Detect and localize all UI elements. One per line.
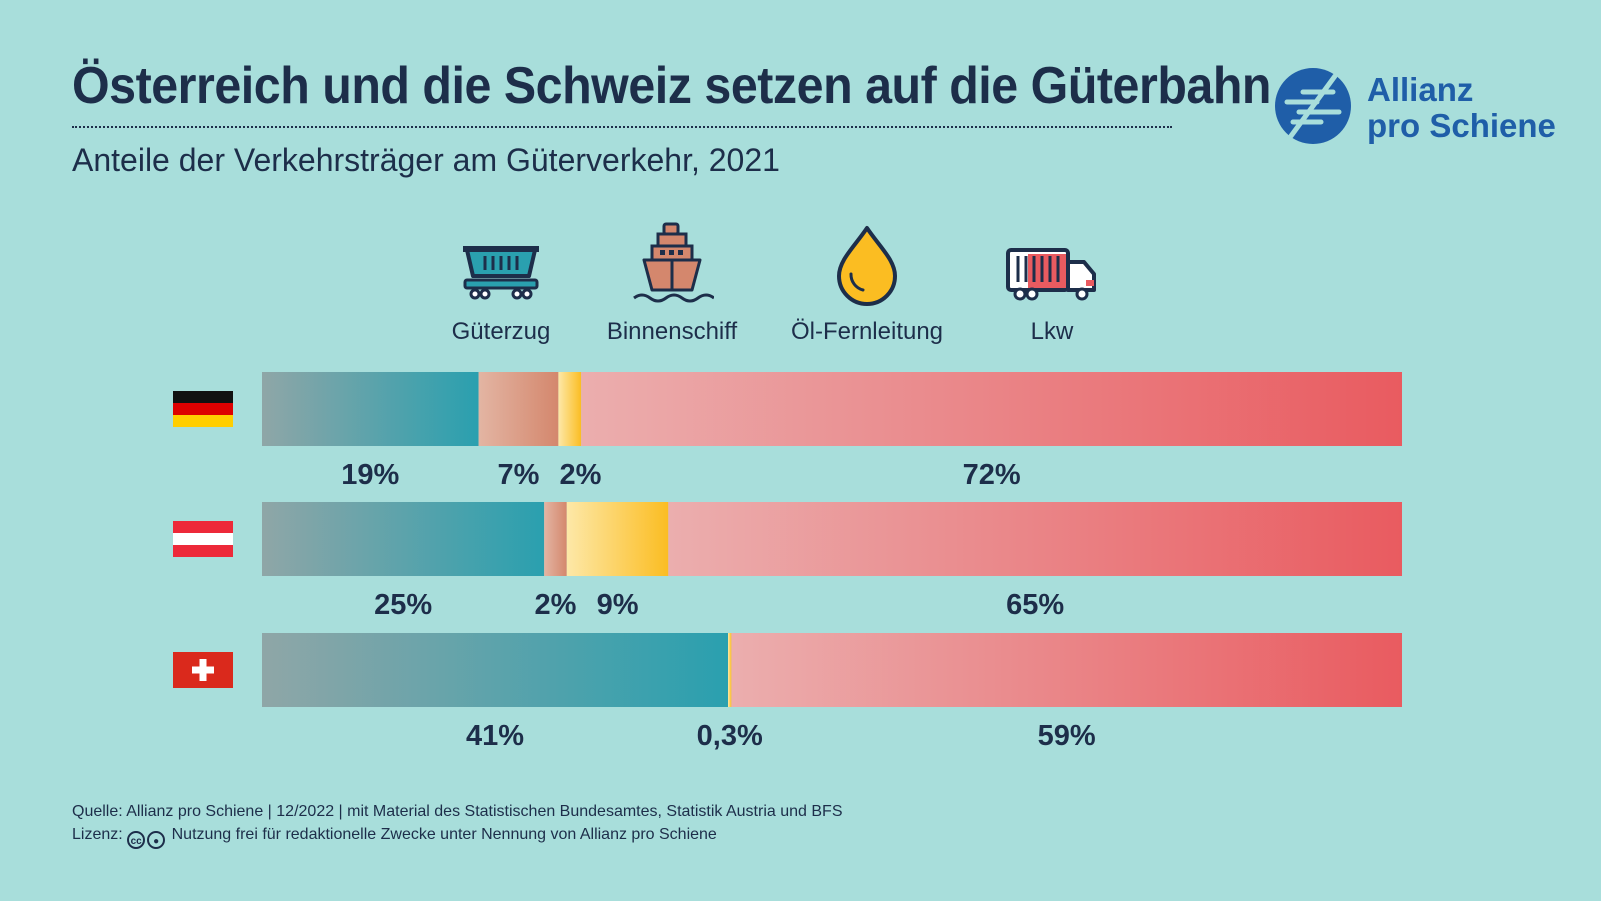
legend-item-binnenschiff: Binnenschiff: [587, 222, 757, 345]
bar-schweiz-lkw: [731, 633, 1402, 707]
value-label-deutschland-gueterzug: 19%: [341, 459, 399, 491]
legend-label: Güterzug: [451, 318, 551, 345]
allianz-logo-icon: [1275, 68, 1351, 144]
bar-oesterreich-binnenschiff: [544, 502, 567, 576]
freight-wagon-icon: [463, 246, 539, 300]
logo-wordmark: Allianz pro Schiene: [1367, 72, 1556, 144]
logo-line-2: pro Schiene: [1367, 107, 1556, 144]
bar-deutschland-lkw: [581, 372, 1402, 446]
license-label: Lizenz:: [72, 826, 123, 843]
page-subtitle: Anteile der Verkehrsträger am Güterverke…: [72, 142, 780, 178]
value-label-schweiz-lkw: 59%: [1038, 720, 1096, 752]
license-note: Lizenz: cc ● Nutzung frei für redaktionel…: [72, 823, 842, 849]
oil-drop-icon: [837, 226, 897, 306]
bar-deutschland-gueterzug: [262, 372, 479, 446]
truck-icon: [1006, 248, 1096, 301]
bar-oesterreich-lkw: [668, 502, 1402, 576]
title-divider: [72, 126, 1172, 128]
ship-icon: [633, 222, 714, 303]
bar-schweiz-oel-fernleitung: [728, 633, 732, 707]
bar-schweiz-gueterzug: [262, 633, 728, 707]
value-label-schweiz-oel-fernleitung: 0,3%: [697, 720, 763, 752]
legend-label: Lkw: [1030, 318, 1074, 345]
value-label-oesterreich-binnenschiff: 2%: [535, 589, 577, 621]
brand-logo: Allianz pro Schiene: [1273, 66, 1573, 150]
cc-icon: cc: [127, 831, 146, 849]
value-label-deutschland-lkw: 72%: [963, 459, 1021, 491]
license-text: Nutzung frei für redaktionelle Zwecke un…: [171, 826, 717, 843]
logo-line-1: Allianz: [1367, 71, 1474, 108]
value-label-oesterreich-lkw: 65%: [1006, 589, 1064, 621]
legend-item-lkw: Lkw: [967, 222, 1137, 345]
flag-switzerland-icon: [173, 652, 233, 688]
bar-deutschland-oel-fernleitung: [558, 372, 582, 446]
footer: Quelle: Allianz pro Schiene | 12/2022 | …: [72, 800, 842, 849]
legend-label: Öl-Fernleitung: [790, 318, 944, 345]
bar-deutschland-binnenschiff: [478, 372, 559, 446]
source-note: Quelle: Allianz pro Schiene | 12/2022 | …: [72, 803, 843, 820]
value-label-oesterreich-oel-fernleitung: 9%: [597, 589, 639, 621]
value-label-oesterreich-gueterzug: 25%: [374, 589, 432, 621]
legend-item-gueterzug: Güterzug: [416, 222, 586, 345]
page-title: Österreich und die Schweiz setzen auf di…: [72, 57, 1271, 115]
flag-germany-icon: [173, 391, 233, 427]
bar-oesterreich-gueterzug: [262, 502, 545, 576]
cc-by-icon: ●: [147, 831, 166, 849]
legend-label: Binnenschiff: [606, 318, 738, 345]
value-label-schweiz-gueterzug: 41%: [466, 720, 524, 752]
flag-austria-icon: [173, 521, 233, 557]
bar-oesterreich-oel-fernleitung: [566, 502, 669, 576]
value-label-deutschland-oel-fernleitung: 2%: [560, 459, 602, 491]
value-label-deutschland-binnenschiff: 7%: [498, 459, 540, 491]
legend-item-oel-fernleitung: Öl-Fernleitung: [782, 222, 952, 345]
